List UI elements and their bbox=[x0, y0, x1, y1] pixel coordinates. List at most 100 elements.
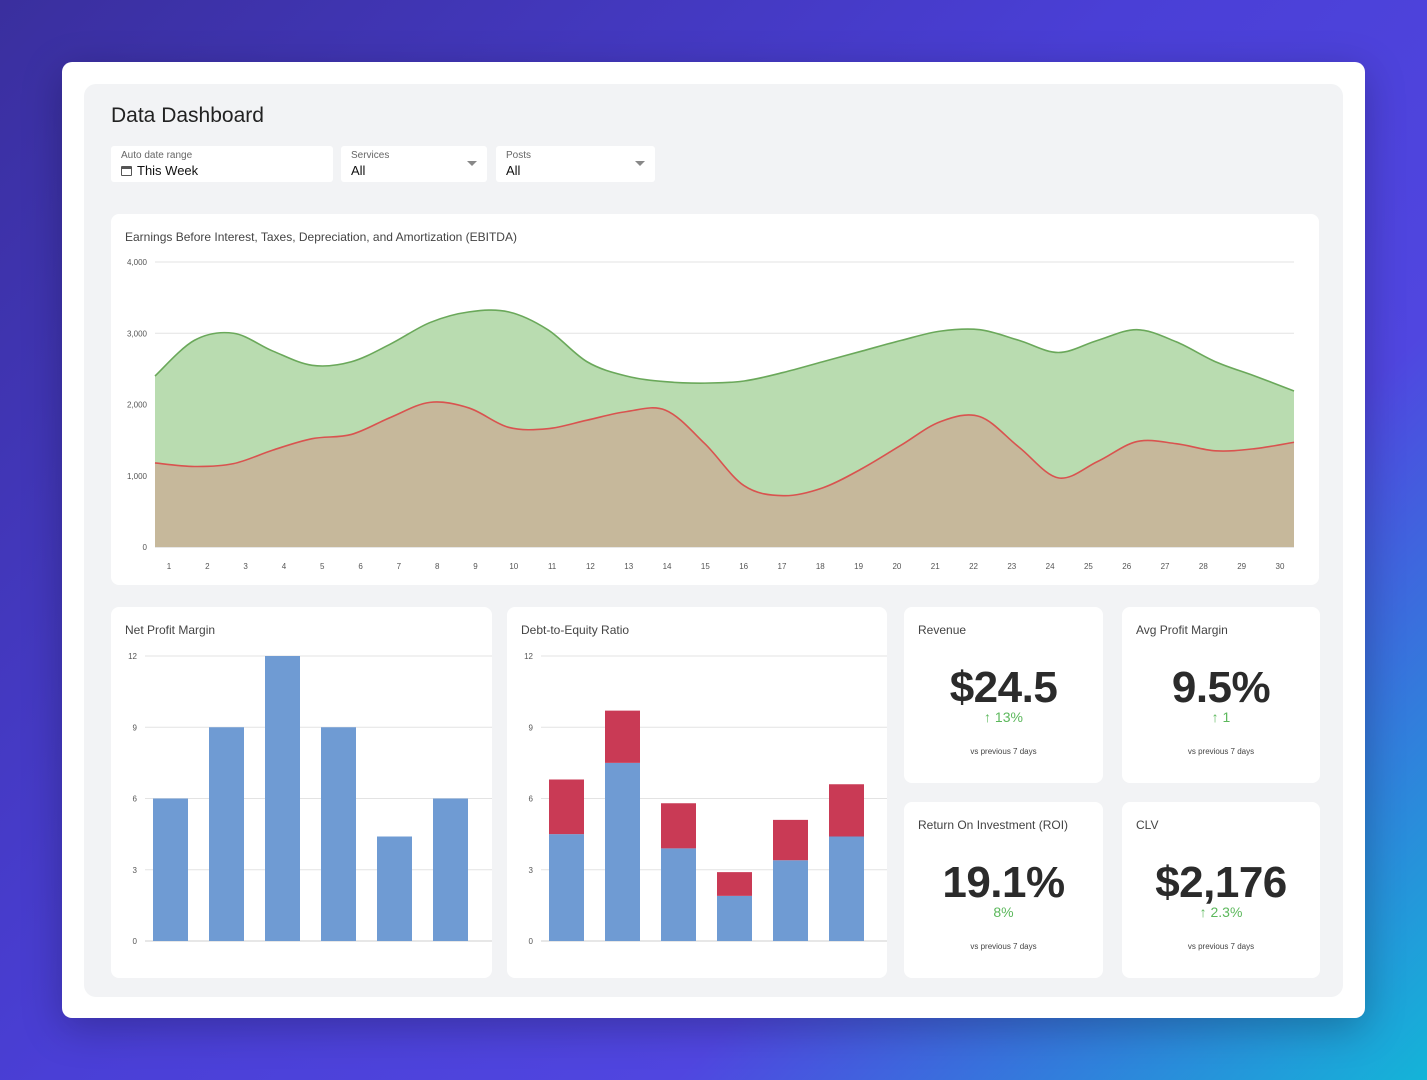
bar-series-2 bbox=[773, 819, 808, 861]
bar-series-1 bbox=[605, 762, 640, 941]
ebitda-card: Earnings Before Interest, Taxes, Depreci… bbox=[111, 214, 1319, 585]
series-1-point bbox=[940, 330, 942, 332]
series-1-point bbox=[272, 350, 274, 352]
kpi-revenue-delta: ↑ 13% bbox=[984, 709, 1023, 725]
series-1-point bbox=[861, 350, 863, 352]
services-filter[interactable]: Services All bbox=[341, 146, 487, 182]
kpi-clv-card: CLV $2,176 ↑ 2.3% vs previous 7 days bbox=[1122, 802, 1320, 978]
series-1-point bbox=[1097, 340, 1099, 342]
debt-to-equity-card: Debt-to-Equity Ratio 12 9 6 3 0 bbox=[507, 607, 887, 978]
calendar-icon bbox=[121, 166, 132, 176]
series-1-point bbox=[193, 340, 195, 342]
net-profit-margin-card: Net Profit Margin 12 9 6 3 0 bbox=[111, 607, 492, 978]
series-2-point bbox=[586, 419, 588, 421]
y-tick-label: 0 bbox=[133, 937, 138, 946]
series-1-point bbox=[783, 372, 785, 374]
series-2-point bbox=[861, 468, 863, 470]
series-2-line bbox=[154, 401, 1295, 497]
kpi-roi-note: vs previous 7 days bbox=[970, 942, 1037, 951]
posts-filter[interactable]: Posts All bbox=[496, 146, 655, 182]
series-2-point bbox=[547, 428, 549, 430]
services-value: All bbox=[351, 163, 366, 178]
y-tick-label: 4,000 bbox=[127, 258, 148, 267]
series-1-point bbox=[665, 381, 667, 383]
kpi-roi-delta: 8% bbox=[993, 904, 1014, 920]
series-2-point bbox=[193, 466, 195, 468]
y-tick-label: 2,000 bbox=[127, 401, 148, 410]
series-1-line bbox=[154, 309, 1295, 392]
series-1-point bbox=[626, 375, 628, 377]
x-tick-label: 30 bbox=[1276, 562, 1285, 571]
kpi-avg-profit-margin-value: 9.5% bbox=[1171, 663, 1271, 712]
y-tick-label: 6 bbox=[529, 795, 534, 804]
y-tick-label: 9 bbox=[529, 723, 534, 732]
kpi-clv-label: CLV bbox=[1136, 818, 1159, 832]
date-range-filter[interactable]: Auto date range This Week bbox=[111, 146, 333, 182]
bar-series-1 bbox=[773, 860, 808, 941]
y-tick-label: 3,000 bbox=[127, 329, 148, 338]
kpi-roi-label: Return On Investment (ROI) bbox=[918, 818, 1069, 832]
x-tick-label: 18 bbox=[816, 562, 825, 571]
series-2-point bbox=[154, 462, 156, 464]
series-2-point bbox=[1136, 441, 1138, 443]
posts-label: Posts bbox=[506, 150, 532, 161]
kpi-clv-value: $2,176 bbox=[1155, 858, 1287, 907]
series-2-point bbox=[351, 434, 353, 436]
series-1-point bbox=[979, 329, 981, 331]
y-tick-label: 3 bbox=[529, 866, 534, 875]
x-tick-label: 3 bbox=[243, 562, 248, 571]
series-2-point bbox=[429, 402, 431, 404]
bar-series-1 bbox=[661, 848, 696, 941]
bar bbox=[377, 836, 412, 941]
caret-down-icon bbox=[467, 161, 477, 166]
series-2-point bbox=[1175, 443, 1177, 445]
dashboard-panel: Data Dashboard Auto date range This Week… bbox=[84, 84, 1343, 997]
y-tick-label: 6 bbox=[133, 795, 138, 804]
series-2-point bbox=[390, 417, 392, 419]
caret-down-icon bbox=[635, 161, 645, 166]
series-2-point bbox=[940, 421, 942, 423]
x-tick-label: 29 bbox=[1237, 562, 1246, 571]
x-tick-label: 16 bbox=[739, 562, 748, 571]
series-2-point bbox=[900, 444, 902, 446]
bar-series-2 bbox=[661, 803, 696, 849]
x-tick-label: 10 bbox=[509, 562, 518, 571]
kpi-avg-profit-margin-card: Avg Profit Margin 9.5% ↑ 1 vs previous 7… bbox=[1122, 607, 1320, 783]
series-2-point bbox=[508, 427, 510, 429]
net-profit-margin-title: Net Profit Margin bbox=[125, 623, 216, 637]
debt-to-equity-chart: 12 9 6 3 0 bbox=[524, 652, 887, 946]
bar-series-1 bbox=[829, 836, 864, 941]
x-tick-label: 14 bbox=[663, 562, 672, 571]
date-range-label: Auto date range bbox=[121, 150, 193, 161]
series-2-point bbox=[743, 485, 745, 487]
bar-series-2 bbox=[549, 779, 584, 835]
series-2-point bbox=[704, 443, 706, 445]
bar-series-2 bbox=[829, 784, 864, 837]
series-1-point bbox=[1215, 361, 1217, 363]
series-2-point bbox=[1058, 477, 1060, 479]
x-tick-label: 20 bbox=[892, 562, 901, 571]
series-1-point bbox=[1018, 340, 1020, 342]
series-2-point bbox=[468, 407, 470, 409]
series-2-point bbox=[1254, 448, 1256, 450]
series-1-point bbox=[1136, 329, 1138, 331]
series-1-point bbox=[822, 361, 824, 363]
series-2-point bbox=[822, 487, 824, 489]
x-tick-label: 22 bbox=[969, 562, 978, 571]
kpi-avg-profit-margin-note: vs previous 7 days bbox=[1187, 747, 1255, 756]
x-tick-label: 25 bbox=[1084, 562, 1093, 571]
x-tick-label: 23 bbox=[1007, 562, 1016, 571]
kpi-avg-profit-margin-delta: ↑ 1 bbox=[1211, 709, 1231, 725]
ebitda-title: Earnings Before Interest, Taxes, Depreci… bbox=[125, 230, 517, 244]
net-profit-margin-chart: 12 9 6 3 0 bbox=[128, 652, 492, 946]
kpi-roi-value: 19.1% bbox=[942, 858, 1065, 907]
kpi-revenue-value: $24.5 bbox=[949, 663, 1058, 712]
bar-series-2 bbox=[605, 710, 640, 763]
x-tick-label: 5 bbox=[320, 562, 325, 571]
x-tick-label: 8 bbox=[435, 562, 440, 571]
series-1-point bbox=[351, 361, 353, 363]
x-tick-label: 17 bbox=[778, 562, 787, 571]
x-tick-label: 11 bbox=[548, 562, 557, 571]
x-tick-label: 15 bbox=[701, 562, 710, 571]
series-2-point bbox=[1215, 450, 1217, 452]
